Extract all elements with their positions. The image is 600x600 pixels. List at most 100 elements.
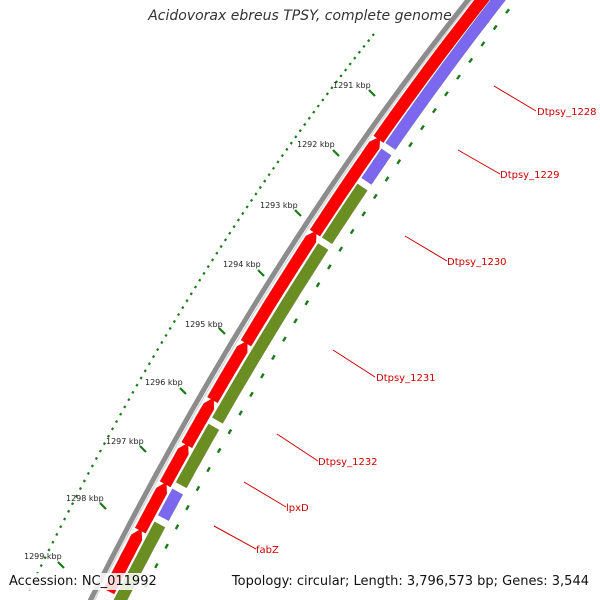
tick-dot <box>102 442 106 446</box>
major-tick <box>99 502 107 510</box>
kbp-label-1297: 1297 kbp <box>106 437 144 446</box>
major-tick <box>294 209 302 217</box>
inner-tick <box>238 410 243 416</box>
reverse-gene-dtpsy-1229 <box>361 148 392 186</box>
tick-dot <box>189 292 193 296</box>
inner-tick <box>304 300 310 306</box>
inner-tick <box>396 159 402 165</box>
gene-label-dtpsy-1229[interactable]: Dtpsy_1229 <box>500 170 560 181</box>
tick-dot <box>254 192 258 196</box>
tick-dot <box>236 218 241 222</box>
tick-dot <box>127 398 131 402</box>
gene-label-dtpsy-1232[interactable]: Dtpsy_1232 <box>318 457 378 468</box>
leader-line-dtpsy-1231 <box>332 349 376 378</box>
tick-dot <box>357 50 361 54</box>
kbp-label-1294: 1294 kbp <box>223 260 261 269</box>
major-tick <box>332 149 340 157</box>
tick-dot <box>367 38 371 43</box>
leader-line-dtpsy-1230 <box>404 235 448 262</box>
tick-dot <box>215 251 219 255</box>
major-tick <box>218 327 226 335</box>
tick-dot <box>143 369 147 373</box>
tick-dot <box>164 333 168 338</box>
genome-backbone <box>87 0 472 600</box>
inner-tick <box>271 354 276 361</box>
gene-label-dtpsy-1230[interactable]: Dtpsy_1230 <box>447 257 507 268</box>
tick-dot <box>160 340 164 345</box>
inner-tick <box>372 193 378 200</box>
tick-dot <box>289 141 293 145</box>
tick-dot <box>156 347 160 352</box>
tick-dot <box>285 147 289 151</box>
reverse-gene-dtpsy-1231 <box>211 242 329 424</box>
tick-dot <box>67 509 71 513</box>
tick-dot <box>263 179 267 183</box>
tick-dot <box>223 238 228 242</box>
inner-tick <box>249 391 254 398</box>
tick-dot <box>43 556 47 560</box>
tick-dot <box>334 80 339 84</box>
inner-tick <box>349 228 355 235</box>
gene-label-lpxd[interactable]: lpxD <box>286 503 309 514</box>
tick-dot <box>147 362 151 366</box>
accession-text: Accession: NC_011992 <box>6 573 160 590</box>
tick-dot <box>232 224 236 229</box>
tick-dot <box>371 33 375 37</box>
reverse-gene-fabz <box>157 488 184 522</box>
leader-line-dtpsy-1229 <box>457 149 501 175</box>
tick-dot <box>55 532 59 536</box>
inner-tick <box>326 264 332 270</box>
inner-tick <box>431 107 437 114</box>
inner-tick <box>154 562 159 569</box>
major-tick <box>57 561 65 569</box>
kbp-tick-dots <box>28 33 375 591</box>
tick-dot <box>228 231 232 235</box>
kbp-labels: 1291 kbp 1292 kbp 1293 kbp 1294 kbp 1295… <box>24 81 371 561</box>
tick-dot <box>106 434 111 438</box>
tick-dot <box>177 312 181 317</box>
tick-dot <box>343 68 348 72</box>
inner-tick <box>260 373 265 379</box>
tick-dot <box>135 383 139 387</box>
tick-dot <box>70 502 75 506</box>
tick-dot <box>74 494 79 498</box>
inner-tick <box>174 524 180 530</box>
tick-dot <box>258 185 262 190</box>
tick-dot <box>249 198 254 203</box>
tick-dot <box>330 86 334 90</box>
gene-label-dtpsy-1231[interactable]: Dtpsy_1231 <box>376 373 436 384</box>
inner-tick <box>480 41 486 47</box>
tick-dot <box>280 154 284 158</box>
tick-dot <box>39 563 43 568</box>
inner-tick <box>468 57 474 64</box>
tick-dot <box>172 319 176 324</box>
tick-dot <box>353 56 357 60</box>
tick-dot <box>202 271 206 276</box>
tick-dot <box>168 326 172 331</box>
tick-dot <box>63 517 67 521</box>
major-tick <box>257 269 265 277</box>
kbp-label-1293: 1293 kbp <box>260 201 298 210</box>
inner-tick <box>185 504 190 511</box>
tick-dot <box>307 116 311 120</box>
tick-dot <box>181 306 185 310</box>
inner-tick <box>338 246 344 252</box>
gene-label-dtpsy-1228[interactable]: Dtpsy_1228 <box>537 107 597 118</box>
major-tick <box>368 89 376 97</box>
inner-tick <box>282 336 287 342</box>
gene-labels: Dtpsy_1228 Dtpsy_1229 Dtpsy_1230 Dtpsy_1… <box>256 107 597 556</box>
inner-tick <box>227 428 233 435</box>
inner-tick <box>443 91 449 97</box>
inner-tick <box>164 543 169 550</box>
tick-dot <box>86 471 90 476</box>
inner-tick <box>315 282 321 288</box>
tick-dot <box>348 62 352 66</box>
inner-tick-marks <box>143 8 511 589</box>
gene-label-fabz[interactable]: fabZ <box>256 545 279 556</box>
reverse-strand-genes <box>113 0 507 600</box>
kbp-label-1296: 1296 kbp <box>145 378 183 387</box>
kbp-label-1292: 1292 kbp <box>297 140 335 149</box>
tick-dot <box>185 299 189 303</box>
tick-dot <box>198 278 202 282</box>
